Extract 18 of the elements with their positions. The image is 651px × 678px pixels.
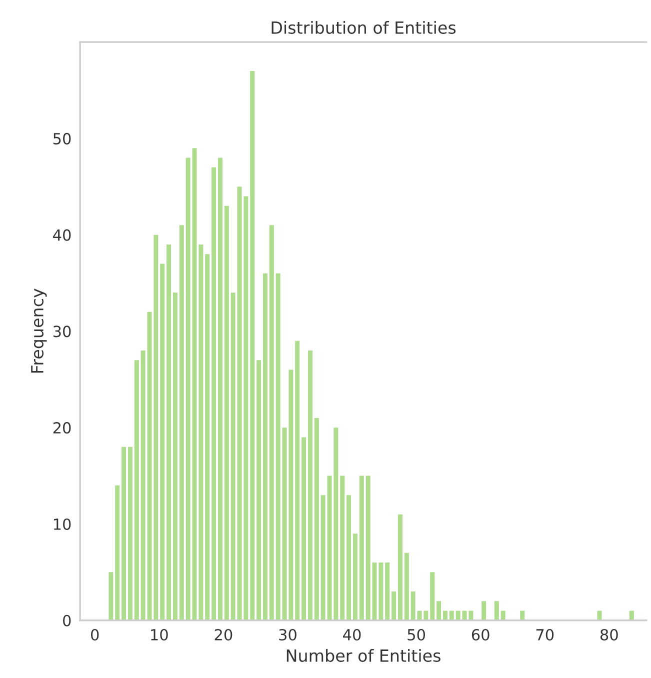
x-tick-label: 30 (279, 628, 296, 641)
x-tick-label: 20 (214, 628, 232, 641)
y-tick-label: 40 (53, 229, 71, 241)
y-axis-title: Frequency (31, 288, 47, 373)
x-axis-title: Number of Entities (286, 649, 440, 662)
y-tick-label: 30 (53, 326, 71, 338)
x-tick-label: 60 (472, 628, 490, 641)
y-tick-label: 0 (63, 614, 71, 626)
y-tick-label: 10 (54, 518, 71, 530)
x-tick-label: 10 (151, 628, 168, 641)
x-tick-label: 80 (600, 628, 618, 641)
x-tick-label: 40 (343, 628, 361, 641)
x-tick-label: 70 (536, 628, 554, 641)
y-tick-label: 20 (53, 422, 71, 434)
x-tick-label: 0 (91, 628, 99, 641)
y-tick-label: 50 (53, 132, 71, 144)
chart-title: Distribution of Entities (272, 21, 456, 34)
x-tick-label: 50 (408, 628, 425, 641)
